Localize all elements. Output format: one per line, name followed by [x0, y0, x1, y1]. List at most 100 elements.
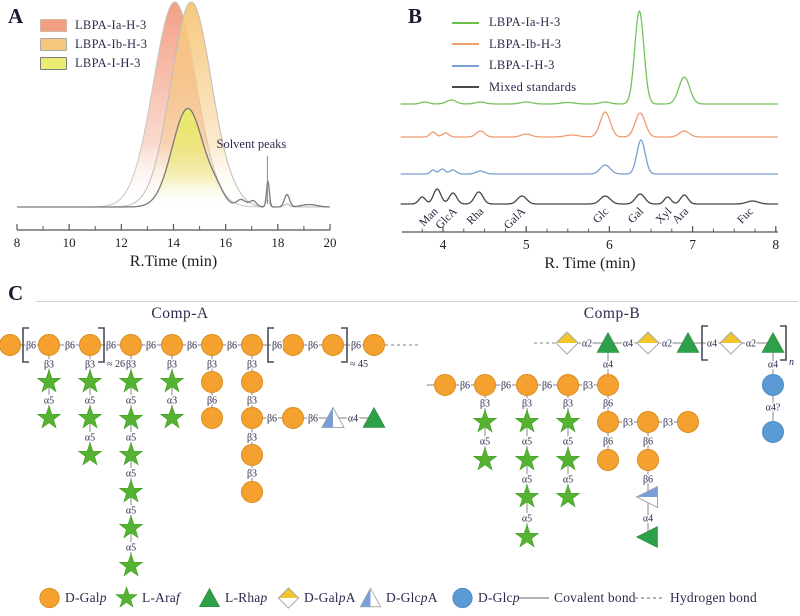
x-tick-label: 5 — [523, 237, 530, 252]
panel-a: 8 10 12 14 16 18 20 R.Time (min) Solvent peaks A… — [0, 0, 400, 280]
legend-line-swatch — [452, 21, 479, 24]
galp-node — [201, 407, 223, 429]
araf-node — [472, 447, 498, 471]
x-tick-label: 20 — [324, 235, 337, 250]
peak-label-Ara: Ara — [670, 206, 691, 227]
galpa-node — [636, 331, 660, 355]
bond-label: β6 — [146, 341, 156, 352]
galp-node — [241, 444, 263, 466]
galp-node — [516, 374, 538, 396]
galp-node — [38, 334, 60, 356]
peak-label-Gal: Gal — [626, 206, 646, 226]
rhap-node — [596, 331, 620, 353]
bond-label: β6 — [643, 475, 653, 486]
comp-b-title: Comp-B — [583, 305, 641, 322]
galp-node — [637, 411, 659, 433]
araf-node — [118, 442, 144, 466]
galp-node — [597, 411, 619, 433]
legend-item: LBPA-Ia-H-3 — [40, 16, 147, 35]
bond-label: β3 — [623, 418, 633, 429]
galp-legend-glyph — [39, 587, 60, 609]
bond-label: α4 — [603, 360, 613, 371]
galp-node — [201, 334, 223, 356]
solvent-peaks-annotation: Solvent peaks — [217, 137, 287, 151]
series-outline-LBPA-I-H-3 — [17, 107, 330, 208]
glycan-legend-item: D-GlcpA — [358, 586, 438, 610]
glycan-legend-label: D-Galp — [65, 590, 107, 605]
x-tick-label: 8 — [772, 237, 779, 252]
bond-label: α5 — [126, 469, 136, 480]
panel-c-divider — [36, 301, 798, 302]
bond-label: α5 — [126, 433, 136, 444]
bond-label: α5 — [522, 514, 532, 525]
galp-node — [79, 334, 101, 356]
bond-label: α4 — [768, 360, 778, 371]
rhap-node — [761, 331, 785, 353]
galp-node — [677, 411, 699, 433]
trace-Mixed standards — [400, 188, 778, 205]
bond-label: β3 — [247, 396, 257, 407]
bond-label: β3 — [126, 360, 136, 371]
bond-label: β3 — [85, 360, 95, 371]
bond-label: β3 — [247, 433, 257, 444]
glycan-legend-item: L-Araf — [114, 586, 180, 610]
legend-label: LBPA-Ia-H-3 — [75, 18, 147, 32]
trace-LBPA-Ib-H-3 — [400, 111, 778, 138]
bond-label: β3 — [167, 360, 177, 371]
legend-swatch — [40, 57, 67, 70]
repeat-count-label: ≈ 26 — [107, 359, 125, 370]
glycan-legend-label: D-GlcpA — [386, 590, 438, 605]
galpa-node — [719, 331, 743, 355]
bond-label: β6 — [65, 341, 75, 352]
araf-node — [77, 405, 103, 429]
bond-label: α3 — [167, 396, 177, 407]
legend-line-swatch — [452, 86, 479, 89]
glycan-legend-item: L-Rhap — [197, 586, 267, 610]
glcpa-node — [321, 406, 345, 428]
glcp-node — [762, 374, 784, 396]
line-legend-glyph — [519, 597, 549, 599]
peak-label-GalA: GalA — [502, 205, 529, 232]
sec-chromatogram-plot: 8 10 12 14 16 18 20 R.Time (min) Solvent peaks — [14, 1, 337, 270]
panel-b-legend: LBPA-Ia-H-3 LBPA-Ib-H-3 LBPA-I-H-3 Mixed st… — [452, 12, 576, 98]
x-tick-label: 16 — [219, 235, 233, 250]
legend-label: LBPA-Ia-H-3 — [489, 15, 561, 30]
bond-label: β6 — [501, 381, 511, 392]
peak-label-Rha: Rha — [465, 206, 487, 228]
bond-label: α5 — [563, 437, 573, 448]
galp-node — [282, 334, 304, 356]
repeat-bracket-close — [341, 327, 348, 363]
peak-label-Fuc: Fuc — [735, 206, 756, 227]
bond-label: β6 — [267, 414, 277, 425]
dash-legend-glyph — [635, 597, 665, 599]
galp-node — [322, 334, 344, 356]
bond-label: β3 — [207, 360, 217, 371]
glycan-legend-item: D-GalpA — [276, 586, 356, 610]
legend-item: LBPA-Ib-H-3 — [452, 34, 576, 56]
rhap-legend-glyph — [198, 587, 221, 608]
bond-label: β6 — [460, 381, 470, 392]
galp-node — [557, 374, 579, 396]
glcpa_left-node — [635, 485, 658, 509]
bond-label: β6 — [603, 437, 613, 448]
bond-label: α5 — [480, 437, 490, 448]
bond-label: β3 — [44, 360, 54, 371]
glycan-legend-label: D-Glcp — [478, 590, 520, 605]
glycan-legend-label: D-GalpA — [304, 590, 356, 605]
araf-node — [514, 524, 540, 548]
glycan-legend-item: Hydrogen bond — [633, 586, 757, 610]
galp-node — [637, 449, 659, 471]
legend-line-swatch — [452, 43, 479, 46]
legend-label: LBPA-Ib-H-3 — [75, 37, 148, 51]
araf-node — [118, 406, 144, 430]
glycan-legend-item: D-Galp — [37, 586, 107, 610]
araf-node — [514, 484, 540, 508]
glycan-legend-label: L-Araf — [142, 590, 180, 605]
glycan-legend-label: Covalent bond — [554, 590, 636, 605]
x-tick-label: 10 — [63, 235, 76, 250]
bond-label: β3 — [522, 399, 532, 410]
x-tick-label: 4 — [440, 237, 447, 252]
glycan-legend-item: D-Glcp — [450, 586, 520, 610]
araf-node — [118, 515, 144, 539]
